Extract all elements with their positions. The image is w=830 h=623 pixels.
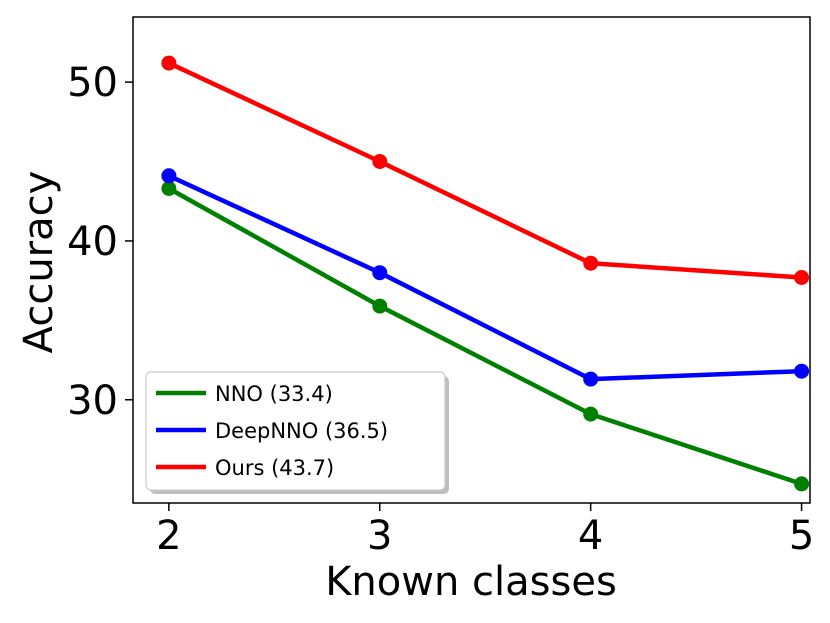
series-2-point-3	[794, 270, 810, 285]
series-0-point-2	[583, 406, 599, 422]
x-axis-ticks: 2 3 4 5	[156, 503, 814, 559]
y-tick-label: 30	[67, 378, 118, 424]
series-1-point-1	[372, 265, 388, 281]
legend: NNO (33.4) DeepNNO (36.5) Ours (43.7)	[145, 371, 449, 494]
y-axis-ticks: 30 40 50	[67, 60, 133, 424]
x-tick-label: 3	[367, 513, 392, 559]
legend-box	[145, 371, 446, 491]
legend-items: NNO (33.4) DeepNNO (36.5) Ours (43.7)	[156, 382, 388, 480]
x-tick-label: 4	[578, 513, 603, 559]
series-line-2	[166, 60, 804, 280]
series-2-point-2	[583, 255, 599, 271]
legend-label-0: NNO (33.4)	[215, 382, 333, 406]
series-2-point-1	[372, 154, 388, 169]
series-1-point-2	[583, 371, 599, 387]
y-tick-label: 50	[67, 60, 118, 106]
plot-series-lines	[166, 60, 804, 487]
series-1-point-3	[794, 363, 810, 379]
series-line-0	[166, 186, 804, 487]
x-axis-title: Known classes	[325, 559, 617, 605]
series-0-point-0	[161, 181, 177, 196]
x-tick-label: 5	[789, 513, 814, 559]
y-tick-label: 40	[67, 219, 118, 265]
series-0-point-3	[794, 476, 810, 492]
legend-label-2: Ours (43.7)	[215, 456, 334, 480]
series-2-point-0	[161, 55, 177, 71]
plot-series-markers	[161, 55, 810, 492]
series-0-point-1	[372, 298, 388, 314]
legend-label-1: DeepNNO (36.5)	[215, 419, 388, 443]
series-line-1	[166, 173, 804, 382]
plot-frame	[132, 16, 811, 504]
y-axis-title: Accuracy	[16, 171, 62, 354]
series-1-point-0	[161, 168, 177, 184]
x-tick-label: 2	[156, 513, 181, 559]
